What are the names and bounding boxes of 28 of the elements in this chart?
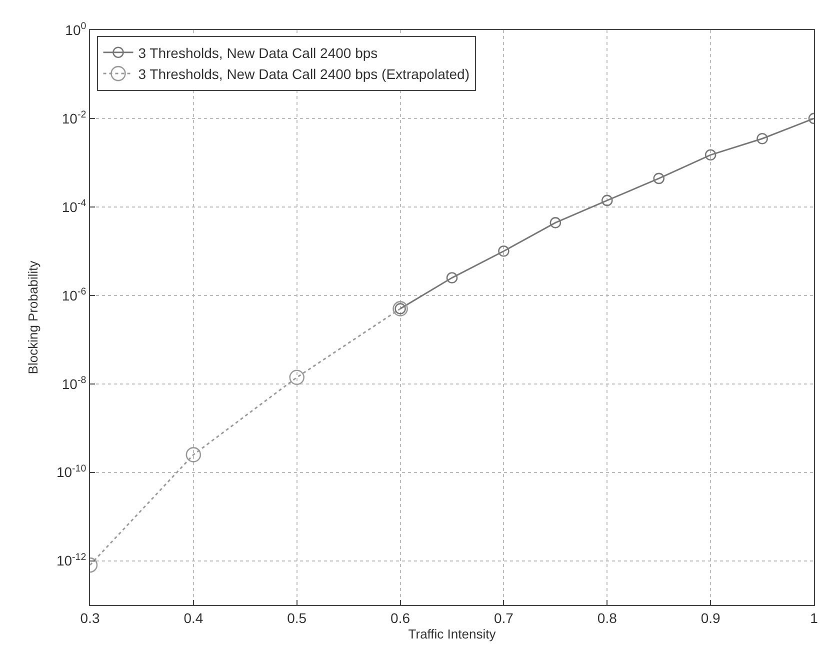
x-tick-label: 0.5 (287, 610, 307, 626)
y-tick-label: 10$^{-2}$ (62, 109, 86, 126)
x-tick-label: 0.6 (390, 610, 410, 626)
legend-label: 3 Thresholds, New Data Call 2400 bps (Extrapolated) (138, 66, 470, 82)
x-tick-label: 0.7 (494, 610, 514, 626)
y-tick-label: 10$^{-10}$ (56, 463, 87, 480)
legend-label: 3 Thresholds, New Data Call 2400 bps (138, 44, 378, 61)
x-tick-label: 0.3 (80, 610, 100, 626)
point (498, 246, 510, 257)
y-tick-label: 10$^{-8}$ (62, 374, 87, 392)
point (550, 217, 562, 228)
point (704, 149, 716, 161)
point (653, 172, 665, 184)
point (446, 272, 458, 284)
x-tick-label: 0.8 (597, 610, 618, 626)
point (601, 194, 613, 206)
x-axis-title: Traffic Intensity (408, 626, 496, 642)
y-tick-label: 10$^{-6}$ (62, 286, 87, 304)
point (756, 132, 768, 144)
x-tick-label: 0.9 (700, 610, 721, 626)
y-tick-label: 10$^{-4}$ (62, 198, 87, 215)
x-tick-label: 1 (810, 610, 818, 626)
point (186, 447, 202, 462)
y-tick-label: 10$^{0}$ (65, 21, 87, 38)
y-tick-label: 10$^{-12}$ (56, 552, 86, 569)
point (289, 370, 305, 386)
y-axis-title: Blocking Probability (25, 260, 40, 374)
x-tick-label: 0.4 (184, 610, 204, 626)
